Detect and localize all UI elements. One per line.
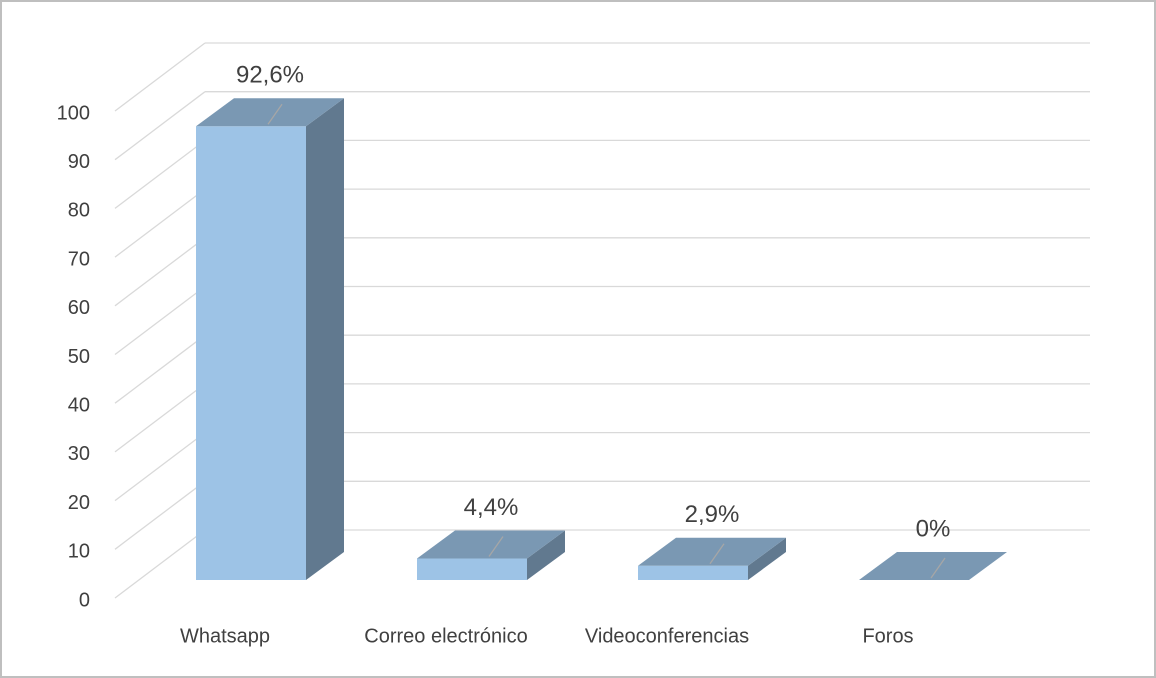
value-label: 2,9% bbox=[685, 501, 740, 528]
y-tick-label: 80 bbox=[68, 200, 90, 222]
grid-line bbox=[114, 285, 206, 356]
bar-top bbox=[859, 552, 1007, 580]
grid-line bbox=[114, 334, 206, 404]
grid-line bbox=[114, 529, 206, 599]
y-tick-label: 10 bbox=[68, 541, 90, 563]
y-tick-label: 30 bbox=[68, 443, 90, 465]
bar bbox=[196, 126, 306, 580]
x-tick-label: Foros bbox=[862, 625, 913, 647]
bar-top bbox=[417, 530, 565, 559]
value-label: 0% bbox=[916, 515, 951, 542]
y-tick-label: 70 bbox=[68, 248, 90, 270]
bar-top bbox=[196, 98, 344, 127]
grid-line bbox=[114, 237, 206, 307]
grid-line bbox=[114, 383, 206, 453]
leader-line bbox=[488, 536, 504, 557]
y-tick-label: 40 bbox=[68, 394, 90, 416]
grid-line bbox=[114, 432, 206, 502]
x-tick-label: Videoconferencias bbox=[585, 625, 749, 647]
y-tick-label: 100 bbox=[57, 102, 90, 124]
leader-line bbox=[267, 103, 283, 125]
y-tick-label: 20 bbox=[68, 492, 90, 514]
y-tick-label: 90 bbox=[68, 151, 90, 173]
x-tick-label: Correo electrónico bbox=[364, 625, 527, 647]
grid-line bbox=[114, 188, 206, 258]
bar bbox=[417, 558, 527, 580]
bar-side bbox=[527, 530, 565, 580]
grid-line bbox=[114, 139, 206, 209]
grid-line bbox=[114, 91, 206, 161]
value-label: 92,6% bbox=[236, 62, 304, 89]
grid-line bbox=[114, 42, 206, 112]
leader-line bbox=[709, 543, 725, 565]
x-tick-label: Whatsapp bbox=[180, 625, 270, 647]
bar-side bbox=[748, 537, 786, 580]
bar bbox=[638, 565, 748, 580]
bar-side bbox=[306, 98, 344, 580]
value-label: 4,4% bbox=[464, 494, 519, 521]
leader-line bbox=[930, 557, 946, 579]
bar-top bbox=[638, 537, 786, 566]
grid-line bbox=[114, 480, 206, 550]
y-tick-label: 60 bbox=[68, 297, 90, 319]
y-tick-label: 50 bbox=[68, 346, 90, 368]
y-tick-label: 0 bbox=[79, 589, 90, 611]
